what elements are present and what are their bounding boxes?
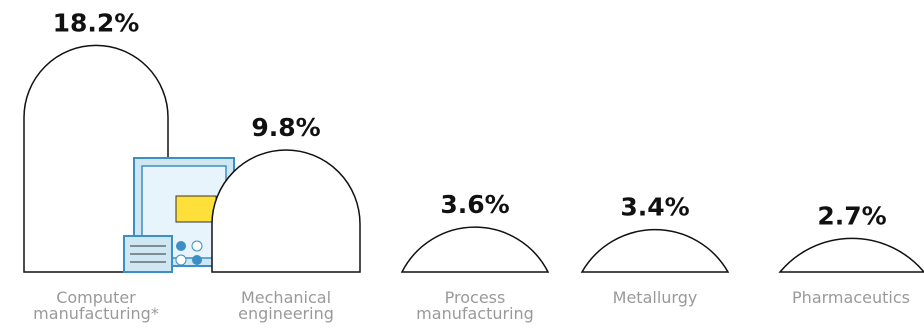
value-label: 3.6%: [440, 190, 509, 219]
dome-bar: [400, 226, 550, 273]
dome-bar: [778, 237, 924, 273]
category-label: Process manufacturing: [416, 288, 534, 323]
category-label: Metallurgy: [612, 288, 698, 307]
value-label: 3.4%: [620, 193, 689, 222]
dome-bar: [580, 228, 730, 273]
category-label: Mechanical engineering: [238, 288, 334, 323]
dome-bar: [23, 44, 169, 273]
dome-bar: [211, 149, 361, 273]
value-label: 18.2%: [53, 8, 140, 37]
category-label: Computer manufacturing*: [33, 288, 159, 323]
value-label: 9.8%: [251, 113, 320, 142]
value-label: 2.7%: [817, 201, 886, 230]
category-label: Pharmaceutics: [792, 288, 910, 307]
